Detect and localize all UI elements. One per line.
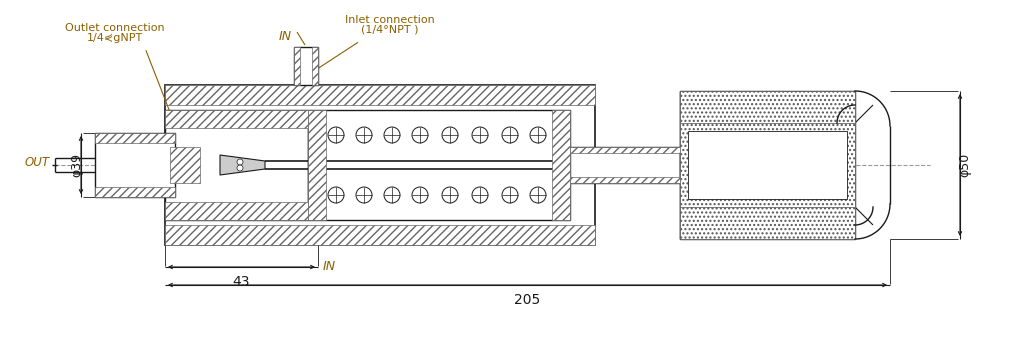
Bar xyxy=(308,110,570,220)
Bar xyxy=(688,131,847,199)
Bar xyxy=(688,131,847,199)
Circle shape xyxy=(237,159,243,165)
Text: Outlet connection: Outlet connection xyxy=(66,23,165,33)
Bar xyxy=(570,177,680,183)
Circle shape xyxy=(472,127,488,143)
Bar xyxy=(680,91,855,123)
Bar xyxy=(294,47,318,85)
Circle shape xyxy=(356,127,372,143)
Bar xyxy=(165,85,595,245)
Text: OUT: OUT xyxy=(25,156,50,169)
Bar xyxy=(165,225,595,245)
Bar xyxy=(570,147,680,153)
Bar xyxy=(552,110,570,220)
Circle shape xyxy=(530,127,546,143)
Bar xyxy=(680,123,855,207)
Bar xyxy=(570,147,680,183)
Circle shape xyxy=(530,187,546,203)
Circle shape xyxy=(384,127,400,143)
Text: (1/4°NPT ): (1/4°NPT ) xyxy=(361,25,419,35)
Bar xyxy=(165,110,308,128)
Circle shape xyxy=(356,187,372,203)
Bar xyxy=(680,207,855,239)
Bar xyxy=(680,207,855,239)
Bar xyxy=(312,47,318,85)
Circle shape xyxy=(328,187,344,203)
Circle shape xyxy=(502,187,518,203)
Bar xyxy=(165,85,595,105)
Circle shape xyxy=(502,127,518,143)
Circle shape xyxy=(442,127,458,143)
Bar xyxy=(95,133,175,143)
Bar xyxy=(680,123,855,207)
Circle shape xyxy=(442,187,458,203)
Bar xyxy=(170,147,200,183)
Bar xyxy=(165,202,308,220)
Bar xyxy=(308,110,326,220)
Text: 1/4⋞gNPT: 1/4⋞gNPT xyxy=(87,33,143,43)
Bar xyxy=(95,187,175,197)
Circle shape xyxy=(328,127,344,143)
Circle shape xyxy=(472,187,488,203)
Bar xyxy=(95,133,175,197)
Polygon shape xyxy=(220,155,265,175)
Circle shape xyxy=(237,165,243,171)
Bar xyxy=(294,47,300,85)
Text: φ50: φ50 xyxy=(958,153,972,177)
Bar xyxy=(165,110,308,220)
Text: 205: 205 xyxy=(514,293,541,307)
Circle shape xyxy=(412,127,428,143)
Circle shape xyxy=(384,187,400,203)
Text: 43: 43 xyxy=(232,275,250,289)
Text: φ39: φ39 xyxy=(71,153,84,177)
Text: IN: IN xyxy=(323,260,336,273)
Text: IN: IN xyxy=(279,30,292,43)
Bar xyxy=(680,91,855,123)
Circle shape xyxy=(412,187,428,203)
Text: Inlet connection: Inlet connection xyxy=(345,15,435,25)
